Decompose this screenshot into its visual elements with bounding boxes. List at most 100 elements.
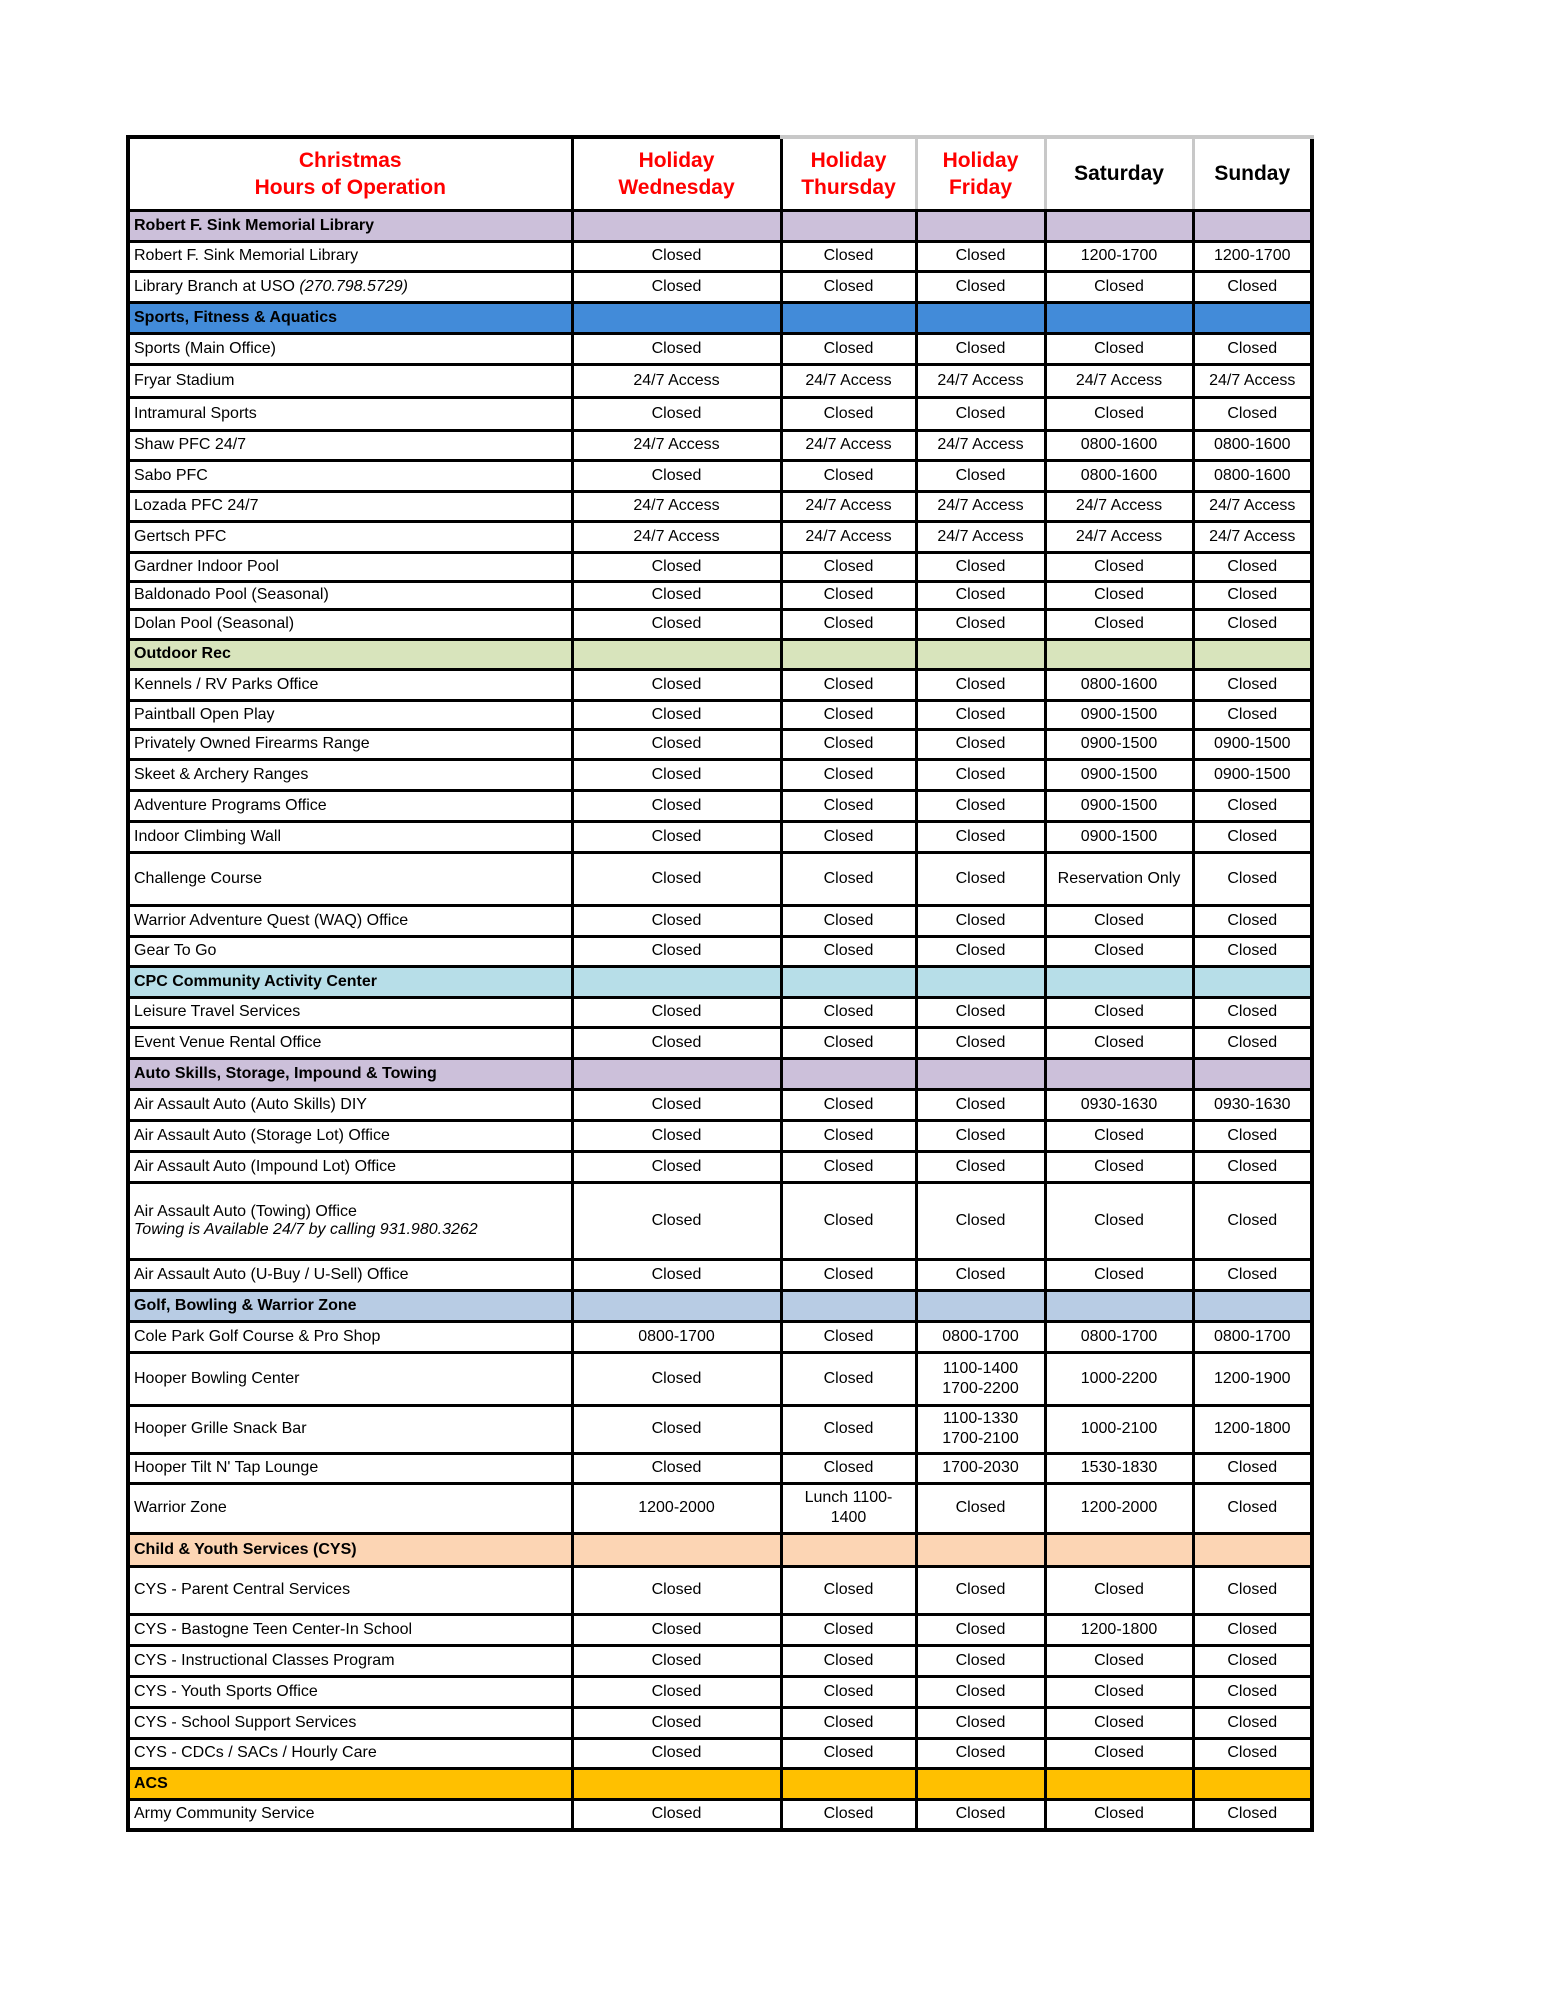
section-fill-cell <box>570 208 783 243</box>
hours-cell: Closed <box>570 395 783 432</box>
section-title: ACS <box>126 1766 574 1801</box>
facility-name: Fryar Stadium <box>134 371 235 389</box>
section-fill-cell <box>914 1288 1047 1323</box>
facility-name-cell: Air Assault Auto (Auto Skills) DIY <box>126 1087 574 1122</box>
hours-cell: Closed <box>779 1149 918 1184</box>
hours-cell: 1200-2000 <box>1043 1481 1195 1535</box>
hours-cell: Closed <box>570 1180 783 1261</box>
table-row: Hooper Bowling Center Closed Closed 1100-14… <box>126 1350 1314 1407</box>
hours-cell: Closed <box>779 1643 918 1678</box>
hours-cell: Closed <box>1043 1149 1195 1184</box>
table-row: Event Venue Rental Office Closed Closed Clo… <box>126 1025 1314 1060</box>
section-fill-cell <box>914 1531 1047 1568</box>
hours-cell: Closed <box>1043 1564 1195 1616</box>
hours-cell: 24/7 Access <box>779 362 918 399</box>
hours-cell: Closed <box>779 607 918 641</box>
facility-name-cell: Air Assault Auto (Storage Lot) Office <box>126 1118 574 1153</box>
section-fill-cell <box>570 1766 783 1801</box>
hours-cell: 0900-1500 <box>1043 757 1195 792</box>
hours-cell: Closed <box>914 1643 1047 1678</box>
facility-name-cell: CYS - CDCs / SACs / Hourly Care <box>126 1736 574 1770</box>
table-row: Air Assault Auto (Towing) Office Towing i… <box>126 1180 1314 1261</box>
hours-cell: 24/7 Access <box>1191 519 1314 554</box>
table-row: Adventure Programs Office Closed Closed Clo… <box>126 788 1314 823</box>
hours-cell: Closed <box>1043 1736 1195 1770</box>
hours-cell: Closed <box>570 607 783 641</box>
hours-cell: 0900-1500 <box>1043 698 1195 731</box>
hours-cell: Closed <box>914 757 1047 792</box>
hours-cell: 24/7 Access <box>1191 489 1314 523</box>
hours-cell: Closed <box>1043 269 1195 304</box>
hours-cell: Closed <box>779 550 918 583</box>
hours-cell: Closed <box>1191 1118 1314 1153</box>
facility-name-cell: Robert F. Sink Memorial Library <box>126 239 574 273</box>
facility-name-cell: Sports (Main Office) <box>126 331 574 366</box>
hours-cell: Closed <box>914 550 1047 583</box>
hours-cell: Closed <box>1043 550 1195 583</box>
hours-cell: Closed <box>1043 1674 1195 1709</box>
hours-cell: Closed <box>779 1736 918 1770</box>
facility-name: Baldonado Pool (Seasonal) <box>134 586 329 603</box>
hours-cell: Closed <box>914 788 1047 823</box>
section-fill-cell <box>570 1056 783 1091</box>
facility-name-cell: Hooper Tilt N' Tap Lounge <box>126 1451 574 1485</box>
section-fill-cell <box>914 1056 1047 1091</box>
hours-cell: 1200-2000 <box>570 1481 783 1535</box>
hours-cell: Closed <box>570 239 783 273</box>
hours-cell: 24/7 Access <box>1043 489 1195 523</box>
section-fill-cell <box>1191 208 1314 243</box>
hours-cell: Closed <box>570 1612 783 1647</box>
table-row: Dolan Pool (Seasonal) Closed Closed Closed C… <box>126 607 1314 641</box>
hours-cell: 0800-1600 <box>1043 458 1195 493</box>
hours-cell: 24/7 Access <box>779 519 918 554</box>
hours-cell: Closed <box>779 698 918 731</box>
hours-cell: Closed <box>1191 1797 1314 1832</box>
hours-cell: Closed <box>570 1797 783 1832</box>
hours-cell: Closed <box>570 1451 783 1485</box>
hours-cell: Closed <box>914 1612 1047 1647</box>
hours-cell: Closed <box>1043 395 1195 432</box>
facility-name-cell: Dolan Pool (Seasonal) <box>126 607 574 641</box>
hours-cell: Closed <box>1191 1481 1314 1535</box>
table-row: Air Assault Auto (Impound Lot) Office Clo… <box>126 1149 1314 1184</box>
section-fill-cell <box>779 300 918 335</box>
table-row: Intramural Sports Closed Closed Closed Close… <box>126 395 1314 432</box>
section-fill-cell <box>914 1766 1047 1801</box>
hours-cell: 24/7 Access <box>570 489 783 523</box>
hours-cell: Closed <box>914 667 1047 702</box>
hours-cell: Closed <box>914 1797 1047 1832</box>
facility-name-cell: Gear To Go <box>126 934 574 968</box>
hours-cell: Closed <box>914 239 1047 273</box>
hours-cell: Closed <box>1043 1180 1195 1261</box>
hours-cell: Closed <box>1191 1025 1314 1060</box>
facility-name: Army Community Service <box>134 1805 315 1823</box>
facility-name-cell: Hooper Bowling Center <box>126 1350 574 1407</box>
section-header-row: Auto Skills, Storage, Impound & Towing <box>126 1056 1314 1091</box>
hours-cell: Closed <box>914 698 1047 731</box>
facility-name-cell: Intramural Sports <box>126 395 574 432</box>
hours-cell: 1200-1800 <box>1191 1403 1314 1455</box>
hours-cell: Closed <box>779 395 918 432</box>
hours-cell: Closed <box>779 331 918 366</box>
section-fill-cell <box>914 300 1047 335</box>
facility-name-cell: CYS - School Support Services <box>126 1705 574 1740</box>
hours-cell: Closed <box>570 458 783 493</box>
facility-name: Warrior Adventure Quest (WAQ) Office <box>134 911 409 929</box>
section-fill-cell <box>1043 1766 1195 1801</box>
table-row: Sabo PFC Closed Closed Closed 0800-1600 0800-… <box>126 458 1314 493</box>
facility-name: Paintball Open Play <box>134 705 275 723</box>
facility-name: Sports (Main Office) <box>134 339 276 357</box>
section-fill-cell <box>570 1531 783 1568</box>
title-line1: Christmas <box>298 148 402 172</box>
hours-cell: 1100-1400 1700-2200 <box>914 1350 1047 1407</box>
hours-cell: Closed <box>570 1149 783 1184</box>
hours-cell: Closed <box>570 934 783 968</box>
facility-name-cell: CYS - Parent Central Services <box>126 1564 574 1616</box>
facility-name-cell: Gertsch PFC <box>126 519 574 554</box>
column-header-thursday: Holiday Thursday <box>779 135 918 212</box>
facility-name: Kennels / RV Parks Office <box>134 675 319 693</box>
hours-cell: Closed <box>570 331 783 366</box>
hours-cell: Closed <box>779 788 918 823</box>
hours-cell: Closed <box>570 850 783 907</box>
hours-cell: Closed <box>779 1257 918 1292</box>
